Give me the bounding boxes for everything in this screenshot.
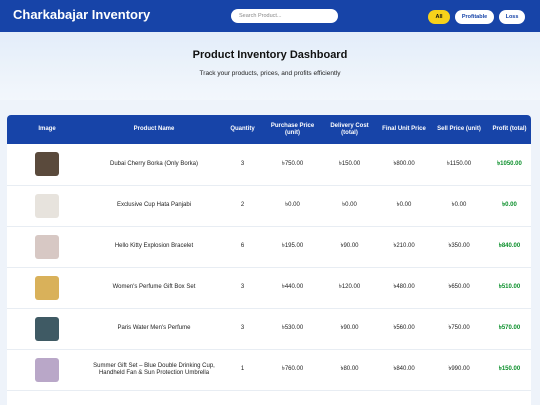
product-thumbnail[interactable]	[35, 152, 59, 177]
quantity-cell: 1	[221, 349, 264, 391]
product-thumbnail[interactable]	[35, 316, 59, 341]
product-name-cell: Dubai Cherry Borka (Only Borka)	[87, 144, 221, 186]
sell-price-cell: ৳990.00	[430, 349, 488, 391]
quantity-cell: 3	[221, 267, 264, 309]
table-row: Hello Kitty Explosion Bracelet 6 ৳195.00 ৳9…	[7, 226, 531, 268]
quantity-cell: 3	[221, 144, 264, 186]
final-unit-price-cell: ৳480.00	[378, 267, 430, 309]
col-header-quantity: Quantity	[230, 126, 255, 132]
inventory-table: Image Product Name Quantity Purchase Pri…	[7, 115, 531, 391]
profit-cell: ৳840.00	[488, 226, 531, 268]
delivery-cost-cell: ৳90.00	[321, 226, 378, 268]
product-image-cell	[7, 308, 87, 350]
hero-section: Product Inventory Dashboard Track your p…	[0, 32, 540, 100]
purchase-price-cell: ৳0.00	[264, 185, 321, 227]
product-image-cell	[7, 144, 87, 186]
product-thumbnail[interactable]	[35, 275, 59, 300]
final-unit-price-cell: ৳0.00	[378, 185, 430, 227]
delivery-cost-cell: ৳0.00	[321, 185, 378, 227]
profit-cell: ৳150.00	[488, 349, 531, 391]
final-unit-price-cell: ৳210.00	[378, 226, 430, 268]
sell-price-cell: ৳350.00	[430, 226, 488, 268]
navbar: Charkabajar Inventory All Profitable Los…	[0, 0, 540, 32]
quantity-cell: 3	[221, 308, 264, 350]
product-name-cell: Summer Gift Set – Blue Double Drinking C…	[87, 349, 221, 391]
inventory-table-container: Image Product Name Quantity Purchase Pri…	[7, 115, 531, 405]
quantity-cell: 2	[221, 185, 264, 227]
table-header-row: Image Product Name Quantity Purchase Pri…	[7, 115, 531, 144]
filter-all-button[interactable]: All	[428, 10, 450, 24]
filter-profitable-button[interactable]: Profitable	[455, 10, 494, 24]
sell-price-cell: ৳0.00	[430, 185, 488, 227]
product-thumbnail[interactable]	[35, 234, 59, 259]
search-input[interactable]	[231, 9, 338, 23]
sell-price-cell: ৳750.00	[430, 308, 488, 350]
product-name-cell: Women's Perfume Gift Box Set	[87, 267, 221, 309]
purchase-price-cell: ৳760.00	[264, 349, 321, 391]
table-row: Summer Gift Set – Blue Double Drinking C…	[7, 349, 531, 391]
final-unit-price-cell: ৳800.00	[378, 144, 430, 186]
table-row: Exclusive Cup Hata Panjabi 2 ৳0.00 ৳0.00 ৳0.…	[7, 185, 531, 227]
product-name-cell: Paris Water Men's Perfume	[87, 308, 221, 350]
page-title: Product Inventory Dashboard	[192, 49, 348, 61]
final-unit-price-cell: ৳560.00	[378, 308, 430, 350]
product-name-cell: Exclusive Cup Hata Panjabi	[87, 185, 221, 227]
product-thumbnail[interactable]	[35, 193, 59, 218]
delivery-cost-cell: ৳150.00	[321, 144, 378, 186]
purchase-price-cell: ৳750.00	[264, 144, 321, 186]
col-header-final-unit-price: Final Unit Price	[382, 126, 426, 132]
profit-cell: ৳510.00	[488, 267, 531, 309]
sell-price-cell: ৳1150.00	[430, 144, 488, 186]
profit-cell: ৳570.00	[488, 308, 531, 350]
sell-price-cell: ৳650.00	[430, 267, 488, 309]
purchase-price-cell: ৳440.00	[264, 267, 321, 309]
purchase-price-cell: ৳530.00	[264, 308, 321, 350]
delivery-cost-cell: ৳90.00	[321, 308, 378, 350]
col-header-delivery-cost: Delivery Cost (total)	[330, 122, 369, 136]
product-image-cell	[7, 226, 87, 268]
filter-loss-button[interactable]: Loss	[499, 10, 525, 24]
product-name-cell: Hello Kitty Explosion Bracelet	[87, 226, 221, 268]
col-header-image: Image	[38, 126, 56, 132]
delivery-cost-cell: ৳120.00	[321, 267, 378, 309]
table-row: Dubai Cherry Borka (Only Borka) 3 ৳750.00 ৳…	[7, 144, 531, 186]
purchase-price-cell: ৳195.00	[264, 226, 321, 268]
profit-cell: ৳1050.00	[488, 144, 531, 186]
table-row: Women's Perfume Gift Box Set 3 ৳440.00 ৳120…	[7, 267, 531, 309]
brand-title: Charkabajar Inventory	[13, 7, 151, 22]
product-image-cell	[7, 185, 87, 227]
profit-cell: ৳0.00	[488, 185, 531, 227]
col-header-profit: Profit (total)	[492, 126, 527, 132]
col-header-product-name: Product Name	[133, 126, 175, 132]
page-subtitle: Track your products, prices, and profits…	[199, 70, 341, 77]
product-thumbnail[interactable]	[35, 357, 59, 382]
product-image-cell	[7, 349, 87, 391]
col-header-purchase-price: Purchase Price (unit)	[270, 122, 315, 136]
product-image-cell	[7, 267, 87, 309]
delivery-cost-cell: ৳80.00	[321, 349, 378, 391]
final-unit-price-cell: ৳840.00	[378, 349, 430, 391]
col-header-sell-price: Sell Price (unit)	[437, 126, 481, 132]
quantity-cell: 6	[221, 226, 264, 268]
table-row: Paris Water Men's Perfume 3 ৳530.00 ৳90.00 ৳…	[7, 308, 531, 350]
